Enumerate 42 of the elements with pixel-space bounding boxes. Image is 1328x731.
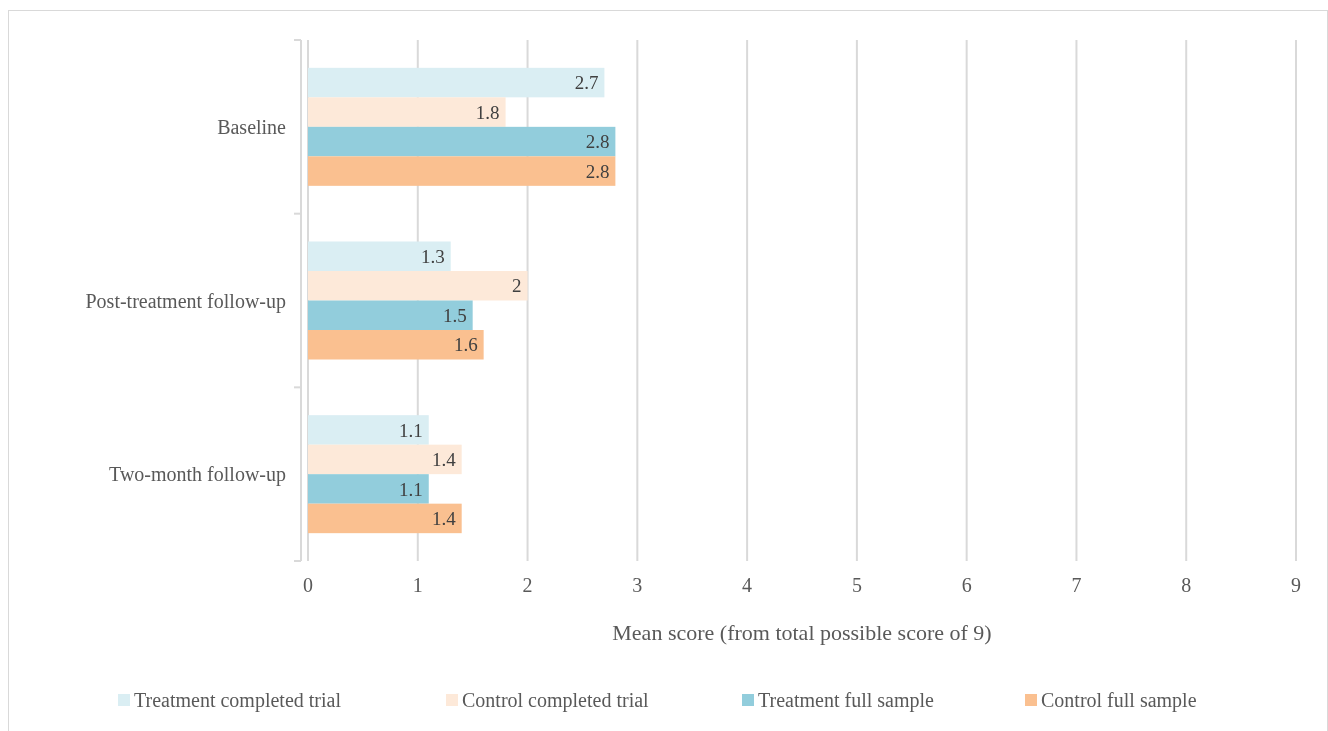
y-tick-label: Two-month follow-up xyxy=(109,463,286,487)
data-label: 2.7 xyxy=(574,72,599,94)
legend-label: Treatment completed trial xyxy=(134,689,342,712)
x-tick-label: 8 xyxy=(1181,574,1192,596)
legend-label: Control full sample xyxy=(1041,689,1197,712)
x-tick-label: 2 xyxy=(522,574,533,596)
bar xyxy=(308,67,605,98)
data-label: 2.8 xyxy=(585,160,610,182)
data-label: 2 xyxy=(512,275,522,297)
bar xyxy=(308,330,484,360)
bar xyxy=(308,415,429,445)
data-label: 1.8 xyxy=(475,101,500,123)
legend-label: Control completed trial xyxy=(462,689,650,712)
data-label: 1.4 xyxy=(431,449,457,471)
data-label: 1.3 xyxy=(420,245,445,267)
y-tick-label: Baseline xyxy=(217,115,287,138)
y-tick-label: Post-treatment follow-up xyxy=(85,289,286,313)
x-tick-label: 7 xyxy=(1071,574,1082,596)
x-tick-label: 5 xyxy=(851,574,862,596)
data-label: 1.1 xyxy=(399,419,423,441)
bar xyxy=(308,271,528,301)
x-tick-label: 3 xyxy=(632,574,643,596)
x-tick-label: 1 xyxy=(412,574,423,596)
data-label: 1.6 xyxy=(453,334,478,356)
bar xyxy=(308,97,506,127)
data-label: 1.1 xyxy=(399,478,423,500)
legend-label: Treatment full sample xyxy=(758,689,935,712)
bar xyxy=(308,300,473,330)
bar xyxy=(308,503,462,534)
x-tick-label: 0 xyxy=(303,574,313,596)
data-label: 2.8 xyxy=(585,131,610,153)
bar xyxy=(308,126,616,157)
bar xyxy=(308,156,616,186)
bar xyxy=(308,444,462,475)
bar xyxy=(308,241,451,271)
x-tick-label: 6 xyxy=(961,574,972,596)
data-label: 1.5 xyxy=(442,304,467,326)
bar xyxy=(308,474,429,504)
data-label: 1.4 xyxy=(431,508,457,530)
x-tick-label: 9 xyxy=(1291,574,1301,596)
x-axis-title: Mean score (from total possible score of 9) xyxy=(612,620,992,645)
x-tick-label: 4 xyxy=(742,574,753,596)
